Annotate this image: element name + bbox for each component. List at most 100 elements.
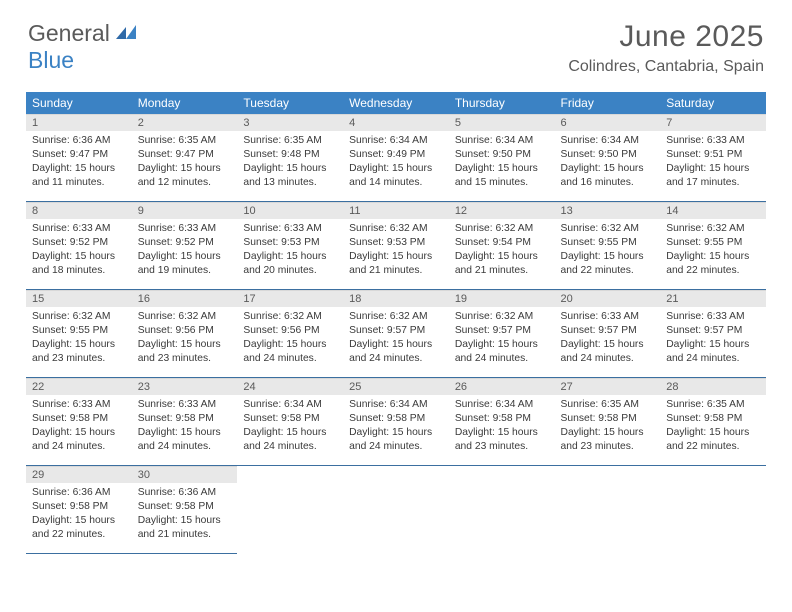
calendar-week-row: 15Sunrise: 6:32 AMSunset: 9:55 PMDayligh… (26, 290, 766, 378)
daylight-text: Daylight: 15 hours and 24 minutes. (666, 338, 760, 366)
day-number: 22 (26, 378, 132, 395)
sunrise-text: Sunrise: 6:34 AM (455, 134, 549, 148)
day-number: 18 (343, 290, 449, 307)
sunrise-text: Sunrise: 6:32 AM (666, 222, 760, 236)
sunset-text: Sunset: 9:56 PM (138, 324, 232, 338)
sunset-text: Sunset: 9:58 PM (349, 412, 443, 426)
calendar-day-cell: 30Sunrise: 6:36 AMSunset: 9:58 PMDayligh… (132, 466, 238, 554)
calendar-day-cell: 3Sunrise: 6:35 AMSunset: 9:48 PMDaylight… (237, 114, 343, 202)
daylight-text: Daylight: 15 hours and 24 minutes. (32, 426, 126, 454)
sunrise-text: Sunrise: 6:33 AM (32, 222, 126, 236)
daylight-text: Daylight: 15 hours and 21 minutes. (138, 514, 232, 542)
calendar-day-cell: 24Sunrise: 6:34 AMSunset: 9:58 PMDayligh… (237, 378, 343, 466)
sunrise-text: Sunrise: 6:35 AM (138, 134, 232, 148)
daylight-text: Daylight: 15 hours and 14 minutes. (349, 162, 443, 190)
day-number: 27 (555, 378, 661, 395)
calendar-week-row: 29Sunrise: 6:36 AMSunset: 9:58 PMDayligh… (26, 466, 766, 554)
calendar-day-cell: 18Sunrise: 6:32 AMSunset: 9:57 PMDayligh… (343, 290, 449, 378)
calendar-day-cell: 27Sunrise: 6:35 AMSunset: 9:58 PMDayligh… (555, 378, 661, 466)
daylight-text: Daylight: 15 hours and 23 minutes. (32, 338, 126, 366)
day-number: 14 (660, 202, 766, 219)
calendar-week-row: 1Sunrise: 6:36 AMSunset: 9:47 PMDaylight… (26, 114, 766, 202)
logo-flag-icon (116, 28, 138, 45)
day-body: Sunrise: 6:36 AMSunset: 9:47 PMDaylight:… (26, 131, 132, 201)
weekday-header: Monday (132, 92, 238, 114)
sunset-text: Sunset: 9:52 PM (32, 236, 126, 250)
day-body: Sunrise: 6:33 AMSunset: 9:52 PMDaylight:… (26, 219, 132, 289)
day-number: 25 (343, 378, 449, 395)
day-number: 16 (132, 290, 238, 307)
title-block: June 2025 Colindres, Cantabria, Spain (568, 20, 764, 76)
day-body: Sunrise: 6:34 AMSunset: 9:49 PMDaylight:… (343, 131, 449, 201)
calendar-day-cell: 11Sunrise: 6:32 AMSunset: 9:53 PMDayligh… (343, 202, 449, 290)
sunset-text: Sunset: 9:57 PM (561, 324, 655, 338)
daylight-text: Daylight: 15 hours and 20 minutes. (243, 250, 337, 278)
calendar-week-row: 8Sunrise: 6:33 AMSunset: 9:52 PMDaylight… (26, 202, 766, 290)
sunset-text: Sunset: 9:58 PM (138, 412, 232, 426)
calendar-day-cell: 28Sunrise: 6:35 AMSunset: 9:58 PMDayligh… (660, 378, 766, 466)
sunrise-text: Sunrise: 6:32 AM (455, 222, 549, 236)
sunset-text: Sunset: 9:56 PM (243, 324, 337, 338)
calendar-day-cell: 21Sunrise: 6:33 AMSunset: 9:57 PMDayligh… (660, 290, 766, 378)
sunrise-text: Sunrise: 6:32 AM (349, 310, 443, 324)
sunrise-text: Sunrise: 6:34 AM (455, 398, 549, 412)
daylight-text: Daylight: 15 hours and 22 minutes. (561, 250, 655, 278)
weekday-header: Tuesday (237, 92, 343, 114)
day-body: Sunrise: 6:33 AMSunset: 9:57 PMDaylight:… (660, 307, 766, 377)
sunrise-text: Sunrise: 6:33 AM (561, 310, 655, 324)
calendar-day-cell: 25Sunrise: 6:34 AMSunset: 9:58 PMDayligh… (343, 378, 449, 466)
calendar-day-cell: 4Sunrise: 6:34 AMSunset: 9:49 PMDaylight… (343, 114, 449, 202)
sunset-text: Sunset: 9:58 PM (32, 412, 126, 426)
day-body: Sunrise: 6:32 AMSunset: 9:57 PMDaylight:… (449, 307, 555, 377)
sunrise-text: Sunrise: 6:32 AM (32, 310, 126, 324)
calendar-day-cell: 2Sunrise: 6:35 AMSunset: 9:47 PMDaylight… (132, 114, 238, 202)
sunrise-text: Sunrise: 6:35 AM (666, 398, 760, 412)
daylight-text: Daylight: 15 hours and 16 minutes. (561, 162, 655, 190)
weekday-header: Sunday (26, 92, 132, 114)
sunrise-text: Sunrise: 6:32 AM (561, 222, 655, 236)
sunrise-text: Sunrise: 6:33 AM (32, 398, 126, 412)
daylight-text: Daylight: 15 hours and 19 minutes. (138, 250, 232, 278)
calendar-empty-cell (237, 466, 343, 554)
day-number: 20 (555, 290, 661, 307)
sunrise-text: Sunrise: 6:36 AM (138, 486, 232, 500)
sunrise-text: Sunrise: 6:34 AM (561, 134, 655, 148)
day-body: Sunrise: 6:33 AMSunset: 9:52 PMDaylight:… (132, 219, 238, 289)
day-body: Sunrise: 6:35 AMSunset: 9:58 PMDaylight:… (660, 395, 766, 465)
daylight-text: Daylight: 15 hours and 18 minutes. (32, 250, 126, 278)
daylight-text: Daylight: 15 hours and 24 minutes. (349, 426, 443, 454)
day-number: 15 (26, 290, 132, 307)
day-body: Sunrise: 6:32 AMSunset: 9:56 PMDaylight:… (132, 307, 238, 377)
calendar-day-cell: 7Sunrise: 6:33 AMSunset: 9:51 PMDaylight… (660, 114, 766, 202)
sunrise-text: Sunrise: 6:32 AM (243, 310, 337, 324)
sunset-text: Sunset: 9:58 PM (561, 412, 655, 426)
day-number: 17 (237, 290, 343, 307)
calendar-day-cell: 22 Sunrise: 6:33 AMSunset: 9:58 PMDayligh… (26, 378, 132, 466)
sunset-text: Sunset: 9:48 PM (243, 148, 337, 162)
day-number: 12 (449, 202, 555, 219)
sunset-text: Sunset: 9:58 PM (138, 500, 232, 514)
day-number: 6 (555, 114, 661, 131)
calendar-day-cell: 12Sunrise: 6:32 AMSunset: 9:54 PMDayligh… (449, 202, 555, 290)
day-body: Sunrise: 6:34 AMSunset: 9:58 PMDaylight:… (237, 395, 343, 465)
day-body: Sunrise: 6:35 AMSunset: 9:47 PMDaylight:… (132, 131, 238, 201)
day-number: 13 (555, 202, 661, 219)
day-number: 5 (449, 114, 555, 131)
sunset-text: Sunset: 9:47 PM (32, 148, 126, 162)
daylight-text: Daylight: 15 hours and 12 minutes. (138, 162, 232, 190)
sunrise-text: Sunrise: 6:32 AM (138, 310, 232, 324)
daylight-text: Daylight: 15 hours and 21 minutes. (349, 250, 443, 278)
calendar-day-cell: 26Sunrise: 6:34 AMSunset: 9:58 PMDayligh… (449, 378, 555, 466)
sunset-text: Sunset: 9:58 PM (455, 412, 549, 426)
calendar-empty-cell (555, 466, 661, 554)
sunset-text: Sunset: 9:53 PM (349, 236, 443, 250)
sunrise-text: Sunrise: 6:36 AM (32, 486, 126, 500)
calendar-day-cell: 17Sunrise: 6:32 AMSunset: 9:56 PMDayligh… (237, 290, 343, 378)
day-number: 11 (343, 202, 449, 219)
calendar-day-cell: 14Sunrise: 6:32 AMSunset: 9:55 PMDayligh… (660, 202, 766, 290)
sunset-text: Sunset: 9:47 PM (138, 148, 232, 162)
weekday-header: Friday (555, 92, 661, 114)
calendar-table: Sunday Monday Tuesday Wednesday Thursday… (26, 92, 766, 554)
day-number: 29 (26, 466, 132, 483)
day-body: Sunrise: 6:34 AMSunset: 9:50 PMDaylight:… (449, 131, 555, 201)
